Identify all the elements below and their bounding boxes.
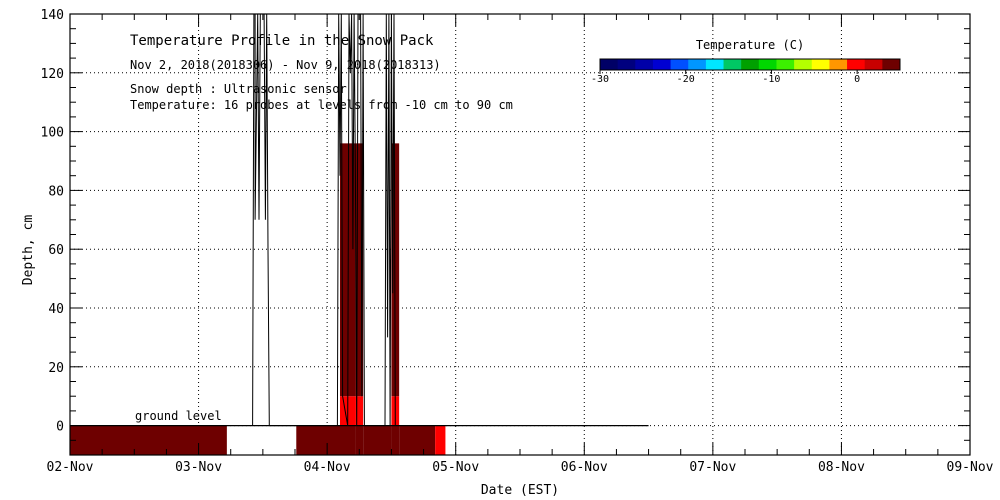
y-tick-label: 100 <box>41 126 64 141</box>
colorbar-swatch <box>600 59 619 70</box>
snow-depth-line <box>252 13 396 427</box>
colorbar-swatch <box>670 59 689 70</box>
x-tick-label: 07-Nov <box>689 460 736 475</box>
y-tick-label: 80 <box>48 184 64 199</box>
y-tick-label: 0 <box>56 420 64 435</box>
temperature-cell <box>399 425 436 455</box>
colorbar-swatch <box>847 59 866 70</box>
colorbar-swatch <box>741 59 760 70</box>
y-tick-label: 20 <box>48 361 64 376</box>
colorbar-tick-label: 0 <box>854 74 860 85</box>
temperature-cell <box>355 396 364 426</box>
y-axis-title: Depth, cm <box>21 215 36 286</box>
y-tick-label: 120 <box>41 67 64 82</box>
axis-ticks: 02-Nov 03-Nov 04-Nov 05-Nov 06-Nov 07-Nov 08-N… <box>41 8 994 475</box>
temperature-cell <box>340 425 356 455</box>
colorbar-title: Temperature (C) <box>696 38 804 52</box>
x-tick-label: 02-Nov <box>47 460 94 475</box>
temperature-cell <box>363 425 392 455</box>
y-tick-label: 60 <box>48 243 64 258</box>
temperature-cell <box>70 425 227 455</box>
colorbar-swatch <box>652 59 672 70</box>
colorbar-swatch <box>794 59 813 70</box>
colorbar-swatch <box>758 59 777 70</box>
x-tick-label: 08-Nov <box>818 460 865 475</box>
x-tick-label: 03-Nov <box>175 460 222 475</box>
x-tick-label: 09-Nov <box>947 460 994 475</box>
grid-layer <box>70 14 970 455</box>
plot-frame <box>69 13 971 456</box>
y-tick-label: 140 <box>41 8 64 23</box>
x-tick-label: 05-Nov <box>432 460 479 475</box>
y-tick-label: 40 <box>48 302 64 317</box>
x-axis-title: Date (EST) <box>481 483 559 498</box>
colorbar-swatch <box>635 59 654 70</box>
x-tick-label: 06-Nov <box>561 460 608 475</box>
colorbar-swatch <box>864 59 883 70</box>
temperature-cell <box>355 143 364 397</box>
colorbar-swatch <box>617 59 636 70</box>
colorbar-swatch <box>776 59 795 70</box>
x-tick-label: 04-Nov <box>304 460 351 475</box>
plot-border <box>69 13 971 456</box>
temperature-cell <box>391 425 400 455</box>
note-temperature: Temperature: 16 probes at levels from -1… <box>130 98 513 112</box>
ground-level-label: ground level <box>135 409 222 423</box>
colorbar-tick-label: -30 <box>591 74 609 85</box>
colorbar-swatch <box>688 59 707 70</box>
colorbar-swatch <box>811 59 830 70</box>
colorbar-swatch <box>882 59 901 70</box>
colorbar-swatch <box>723 59 742 70</box>
colorbar-tick-label: -20 <box>677 74 695 85</box>
temperature-cell <box>355 425 364 455</box>
colorbar-swatch <box>829 59 848 70</box>
colorbar: -30 -20 -10 0 <box>591 58 901 85</box>
colorbar-swatch <box>705 59 725 70</box>
note-snow-depth: Snow depth : Ultrasonic sensor <box>130 82 347 96</box>
colorbar-tick-label: -10 <box>762 74 780 85</box>
temperature-cell <box>296 425 340 455</box>
colorbar-border <box>599 58 901 71</box>
temperature-cell <box>435 425 446 455</box>
